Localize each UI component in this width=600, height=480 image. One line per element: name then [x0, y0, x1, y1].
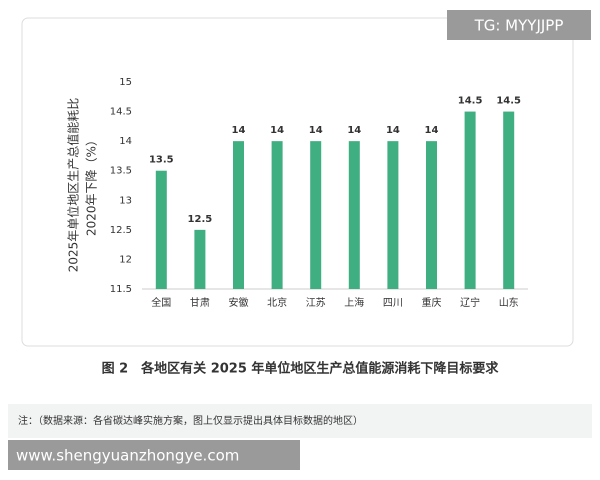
- y-tick-label: 12: [119, 254, 132, 265]
- x-tick-label: 甘肃: [190, 296, 210, 309]
- y-axis-label: 2025年单位地区生产总值能耗比: [66, 98, 81, 273]
- value-label: 14: [347, 125, 361, 136]
- caption: 图 2 各地区有关 2025 年单位地区生产总值能源消耗下降目标要求: [102, 361, 500, 377]
- value-label: 14.5: [458, 96, 483, 107]
- y-axis-label: 2020年下降（%）: [85, 134, 99, 236]
- bar: [194, 229, 206, 289]
- y-tick-label: 13.5: [110, 166, 132, 177]
- value-label: 13.5: [149, 155, 174, 166]
- value-label: 14.5: [496, 96, 521, 107]
- bar: [464, 111, 476, 289]
- x-tick-label: 重庆: [422, 296, 442, 309]
- bar: [233, 141, 244, 289]
- y-tick-label: 14.5: [110, 107, 132, 118]
- watermark-box: [447, 10, 591, 40]
- bar: [155, 170, 167, 289]
- x-tick-label: 山东: [499, 296, 519, 309]
- value-label: 14: [386, 125, 400, 136]
- x-tick-label: 江苏: [306, 296, 326, 309]
- watermark: TG: MYYJJPP: [474, 17, 564, 35]
- x-tick-label: 上海: [344, 296, 364, 309]
- y-tick-label: 15: [119, 77, 132, 88]
- x-tick-label: 安徽: [229, 296, 249, 309]
- value-label: 12.5: [188, 214, 213, 225]
- bar: [271, 141, 283, 289]
- bar: [387, 141, 399, 289]
- x-tick-label: 四川: [383, 298, 403, 309]
- watermark-box: [8, 440, 300, 470]
- x-tick-label: 全国: [151, 296, 171, 309]
- value-label: 14: [425, 125, 439, 136]
- value-label: 14: [309, 125, 323, 136]
- value-label: 14: [270, 125, 284, 136]
- bar: [310, 141, 322, 289]
- x-tick-label: 辽宁: [460, 296, 480, 309]
- note: 注：（数据来源：各省碳达峰实施方案，图上仅显示提出具体目标数据的地区）: [18, 414, 363, 427]
- note-box: [8, 404, 592, 438]
- y-tick-label: 13: [119, 195, 132, 206]
- bar: [503, 111, 515, 289]
- value-label: 14: [232, 125, 246, 136]
- y-tick-label: 12.5: [110, 225, 132, 236]
- watermark: www.shengyuanzhongye.com: [16, 447, 239, 465]
- bar: [348, 141, 360, 289]
- chart-frame: [21, 17, 574, 347]
- y-tick-label: 11.5: [110, 284, 132, 295]
- y-tick-label: 14: [119, 136, 132, 147]
- x-tick-label: 北京: [267, 296, 287, 309]
- bar: [426, 141, 437, 289]
